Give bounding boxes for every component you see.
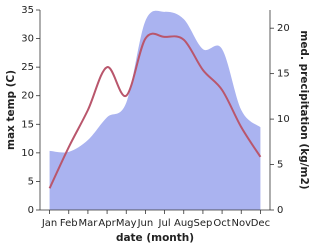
x-tick-label: Mar	[78, 218, 98, 229]
y2-tick-label: 5	[277, 160, 283, 171]
y-tick-label: 10	[21, 148, 34, 159]
x-tick-label: Jul	[158, 218, 171, 229]
precipitation-area	[49, 10, 261, 210]
x-tick-label: Aug	[174, 218, 194, 229]
y2-tick-label: 20	[277, 23, 290, 34]
temperature-line	[48, 32, 262, 189]
x-tick-label: Nov	[231, 218, 251, 229]
plot-area	[48, 10, 262, 210]
y-tick-label: 25	[21, 62, 34, 73]
x-tick-label: Oct	[213, 218, 230, 229]
x-tick-label: Apr	[98, 218, 116, 229]
x-tick-label: Feb	[60, 218, 78, 229]
y2-axis-title: med. precipitation (kg/m2)	[298, 30, 310, 189]
y-tick-label: 35	[21, 5, 34, 16]
y2-tick-label: 0	[277, 205, 283, 216]
y-tick-label: 30	[21, 34, 34, 45]
x-tick-label: Jan	[41, 218, 57, 229]
x-tick-label: Sep	[193, 218, 212, 229]
x-tick-label: Jun	[137, 218, 154, 229]
x-tick-label: Dec	[251, 218, 270, 229]
y-tick-label: 15	[21, 119, 34, 130]
y-tick-label: 20	[21, 91, 34, 102]
y2-tick-label: 10	[277, 114, 290, 125]
x-tick-label: May	[116, 218, 137, 229]
y-tick-label: 5	[28, 176, 34, 187]
x-axis-title: date (month)	[116, 232, 194, 244]
y-tick-label: 0	[28, 205, 34, 216]
y-axis-title: max temp (C)	[5, 70, 17, 150]
y2-tick-label: 15	[277, 69, 290, 80]
